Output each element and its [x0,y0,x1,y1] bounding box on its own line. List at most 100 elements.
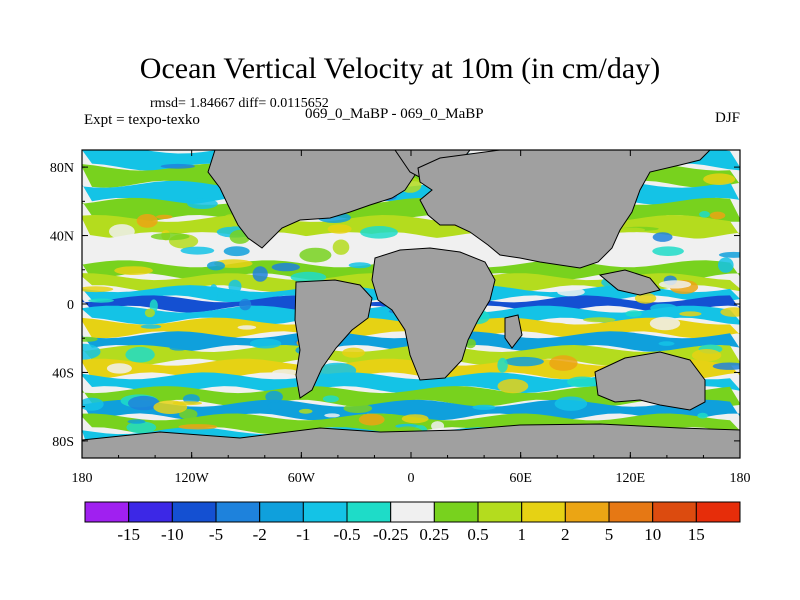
field-band [82,413,740,435]
field-patch [583,317,616,323]
field-patch [265,390,283,403]
colorbar-swatch [302,501,348,523]
field-patch [126,421,157,434]
field-patch [625,310,642,317]
colorbar-label: 0.5 [467,525,488,544]
land-mask [82,150,740,458]
field-patch [709,211,726,220]
field-patch [401,414,429,424]
field-patch [554,396,588,411]
field-patch [679,311,702,317]
colorbar-swatch [477,501,523,523]
colorbar-label: -2 [253,525,267,544]
field-patch [252,266,268,282]
field-patch [342,347,365,358]
land-north-america [207,150,418,249]
field-patch [703,173,736,185]
field-patch [718,251,740,258]
stats-line: rmsd= 1.84667 diff= 0.0115652 [150,96,329,111]
case-pair-label: 069_0_MaBP - 069_0_MaBP [305,106,484,122]
field-patch [82,343,101,360]
field-patch [237,325,257,330]
x-tick-label: 180 [72,471,93,486]
y-tick-label: 80S [52,435,74,450]
field-patch [699,211,710,218]
colorbar-label: -0.5 [334,525,361,544]
field-patch [136,214,158,228]
x-tick-label: 60W [288,471,316,486]
field-patch [324,413,340,418]
colorbar-swatch [652,501,697,523]
field-patch [150,232,190,241]
field-patch [144,308,155,318]
x-axis: 180 120W 60W 0 60E 120E 180 [72,150,751,486]
land-maritime-asia [598,269,661,296]
field-patch [360,226,398,239]
land-africa [371,247,496,381]
y-axis: 80N 40N 0 40S 80S [50,161,740,450]
colorbar-label: 15 [688,525,705,544]
land-australia [594,351,706,411]
colorbar-label: 10 [644,525,661,544]
field-patch [652,246,684,256]
field-patch [290,271,327,283]
field-patch [658,280,692,289]
field-patch [567,376,598,388]
field-patch [272,369,299,376]
x-tick-label: 60E [509,471,532,486]
field-patch [180,246,215,255]
field-patch [156,214,173,219]
field-patch [691,349,722,362]
field-patch [82,286,114,293]
y-tick-label: 40S [52,366,74,381]
field-patch [472,404,496,410]
field-patch [228,279,242,293]
field-patch [634,292,657,304]
field-patch [540,322,573,336]
field-patch [127,395,160,411]
field-patch [172,401,203,406]
field-patch [239,298,252,311]
field-patch [125,346,155,363]
colorbar-swatch [171,501,217,523]
colorbar-label: -5 [209,525,223,544]
colorbar-swatch [695,501,741,523]
colorbar-swatch [84,501,130,523]
colorbar-swatch [259,501,304,523]
field-patch [187,198,218,209]
land-antarctica [82,423,740,458]
x-tick-label: 120E [616,471,646,486]
field-patch [109,224,135,239]
field-patch [322,395,339,403]
field-patch [358,413,385,426]
x-tick-label: 180 [730,471,751,486]
land-eurasia [417,150,711,269]
colorbar-label: -1 [296,525,310,544]
field-patch [343,403,373,413]
colorbar-swatch [346,501,392,523]
field-patch [332,239,350,255]
y-tick-label: 40N [50,230,74,245]
field-patch [223,246,250,257]
field-patch [497,378,529,394]
field-patch [618,227,646,233]
field-patch [209,284,218,300]
field-band [82,372,740,394]
land-madagascar [504,314,523,349]
field-patch [557,287,585,297]
season-label: DJF [714,110,740,126]
colorbar-swatch [390,501,435,523]
y-tick-label: 80N [50,161,74,176]
field-patch [652,232,673,242]
field-patch [431,421,445,431]
colorbar-label: 5 [605,525,614,544]
field-patch [222,214,238,228]
field-patch [718,257,734,273]
colorbar-label: 1 [517,525,526,544]
colorbar-label: 2 [561,525,570,544]
field-patch [720,307,740,317]
land-south-america [294,279,373,399]
y-tick-label: 0 [67,298,74,313]
field-patch [267,401,282,411]
